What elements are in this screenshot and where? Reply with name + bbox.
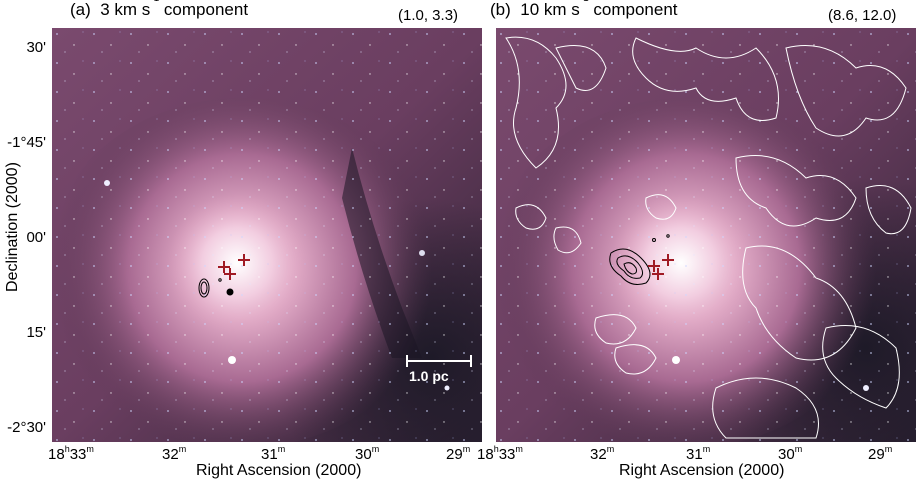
x-tick-a-minutes: 33: [69, 446, 87, 463]
x-tick-b-32-val: 32: [590, 446, 607, 463]
x-tick-a-m-unit: m: [86, 444, 94, 454]
y-tick-00: 00': [26, 229, 46, 246]
x-tick-b-h-unit: h: [493, 444, 499, 454]
x-axis-label-b: Right Ascension (2000): [619, 462, 785, 479]
panel-b-title-text: 10 km s: [520, 0, 580, 19]
panel-a-title: (a) 3 km s-1 component: [70, 0, 248, 20]
x-tick-b-18h33m: 18h33m: [477, 444, 523, 463]
panel-b-title: (b) 10 km s-1 component: [490, 0, 678, 20]
x-tick-a-h-unit: h: [64, 444, 70, 454]
x-tick-b-29-unit: m: [884, 444, 893, 454]
x-tick-b-29-val: 29: [868, 446, 885, 463]
x-tick-b-32-unit: m: [606, 444, 615, 454]
panel-b-black-contours: [609, 234, 670, 285]
x-tick-a-32m: 32m: [162, 444, 187, 463]
x-tick-a-31-unit: m: [277, 444, 286, 454]
panel-a-markers: [218, 254, 250, 280]
x-tick-a-18h33m: 18h33m: [48, 444, 94, 463]
y-tick-230: -2°30': [7, 419, 46, 436]
panel-b-title-sup: -1: [580, 0, 589, 4]
panel-b-label: (b): [490, 0, 511, 19]
panel-b-image: [496, 28, 920, 442]
x-tick-b-hours: 18: [477, 446, 494, 463]
panel-a-title-text: 3 km s: [100, 0, 151, 19]
x-tick-b-30-val: 30: [778, 446, 795, 463]
x-tick-a-32-unit: m: [178, 444, 187, 454]
x-tick-a-32-val: 32: [162, 446, 179, 463]
x-tick-a-29m: 29m: [446, 444, 471, 463]
y-tick-15: 15': [26, 324, 46, 341]
panel-a-range: (1.0, 3.3): [398, 7, 459, 24]
x-tick-a-30-unit: m: [371, 444, 380, 454]
x-axis-label-a: Right Ascension (2000): [196, 462, 362, 479]
panel-a-image: 1.0 pc: [52, 28, 490, 442]
scale-bar: [406, 355, 472, 367]
x-tick-a-29-unit: m: [462, 444, 471, 454]
x-tick-b-30-unit: m: [794, 444, 803, 454]
x-tick-a-30m: 30m: [355, 444, 380, 463]
x-tick-b-29m: 29m: [868, 444, 893, 463]
x-tick-b-minutes: 33: [498, 446, 516, 463]
panel-a-title-sup: -1: [150, 0, 159, 4]
panel-b-range: (8.6, 12.0): [828, 7, 897, 24]
x-tick-b-31-unit: m: [702, 444, 711, 454]
scale-bar-label: 1.0 pc: [409, 368, 449, 384]
panel-b-title-suffix: component: [588, 0, 678, 19]
panel-a-contours: [198, 278, 234, 298]
panel-a-title-suffix: component: [159, 0, 249, 19]
x-tick-a-31-val: 31: [261, 446, 278, 463]
x-tick-b-m-unit: m: [515, 444, 523, 454]
y-tick-145: -1°45': [7, 134, 46, 151]
x-tick-b-31-val: 31: [686, 446, 703, 463]
panel-b-markers: [648, 254, 674, 280]
panel-b-white-contours: [505, 36, 912, 439]
y-axis-label: Declination (2000): [4, 162, 21, 292]
x-tick-b-30m: 30m: [778, 444, 803, 463]
panel-a-label: (a): [70, 0, 91, 19]
x-tick-a-31m: 31m: [261, 444, 286, 463]
x-tick-b-31m: 31m: [686, 444, 711, 463]
y-tick-30: 30': [26, 39, 46, 56]
x-tick-b-32m: 32m: [590, 444, 615, 463]
x-tick-a-29-val: 29: [446, 446, 463, 463]
x-tick-a-hours: 18: [48, 446, 65, 463]
x-tick-a-30-val: 30: [355, 446, 372, 463]
